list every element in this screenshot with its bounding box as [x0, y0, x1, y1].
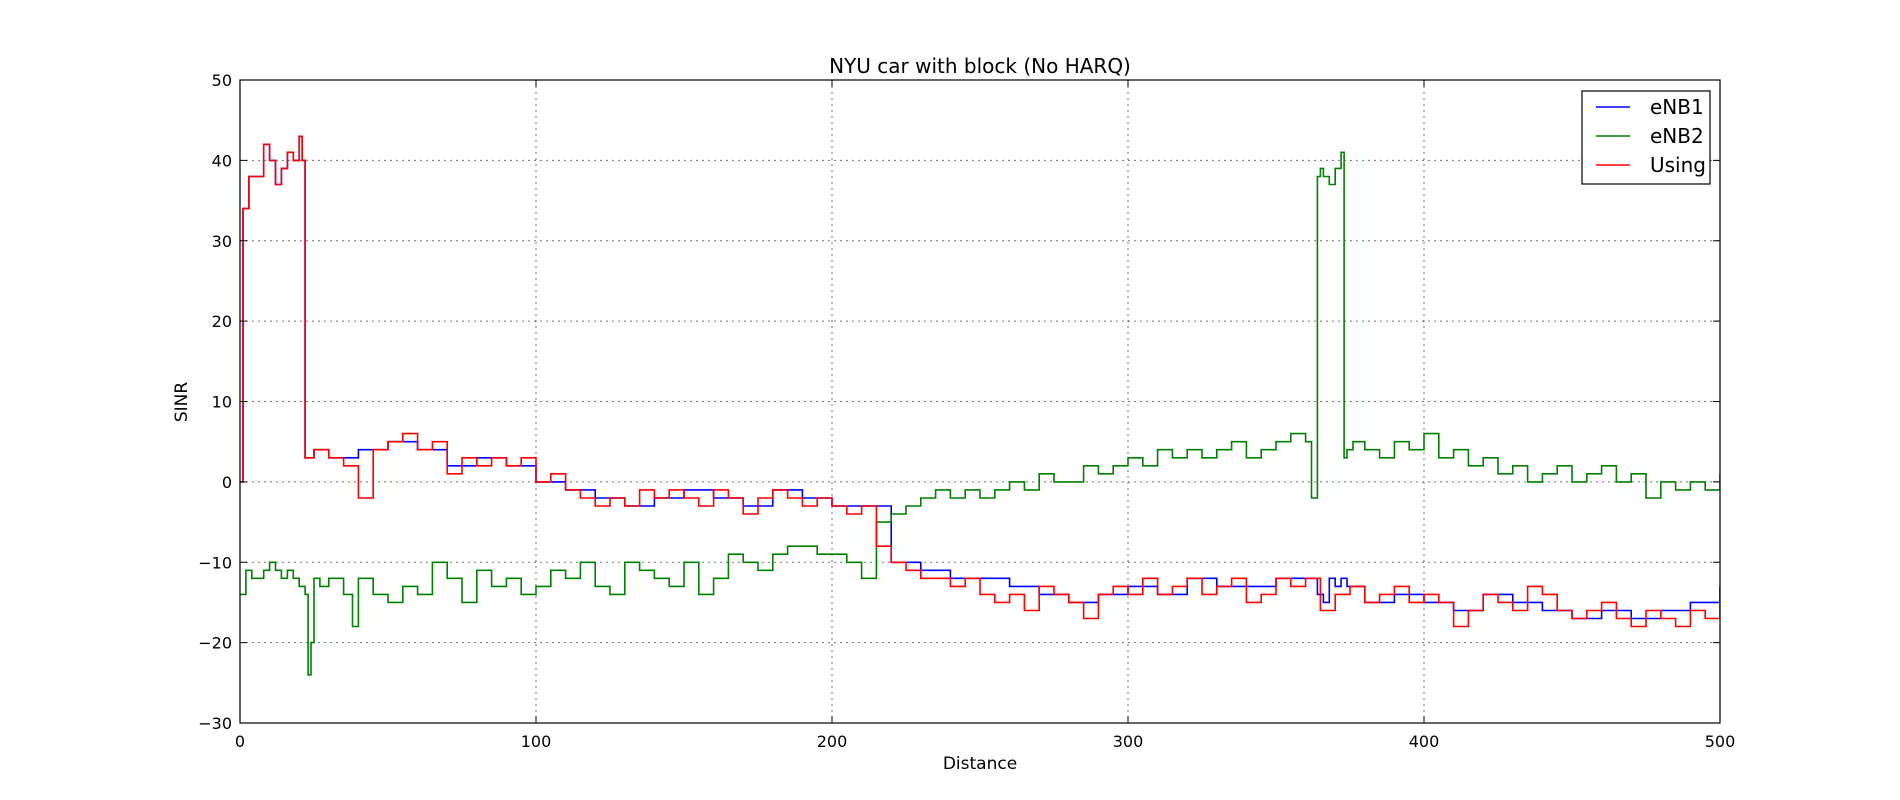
x-tick-label: 400	[1409, 732, 1440, 751]
y-tick-label: 40	[212, 151, 232, 170]
x-tick-label: 300	[1113, 732, 1144, 751]
y-tick-label: −20	[198, 634, 232, 653]
grid-lines	[240, 80, 1720, 723]
y-tick-label: −10	[198, 553, 232, 572]
chart-title: NYU car with block (No HARQ)	[829, 54, 1131, 78]
x-tick-label: 200	[817, 732, 848, 751]
series-line-enb2	[240, 151, 1720, 676]
legend-label-enb1: eNB1	[1650, 95, 1704, 119]
y-tick-label: −30	[198, 714, 232, 733]
y-tick-label: 10	[212, 393, 232, 412]
y-tick-label: 20	[212, 312, 232, 331]
x-tick-label: 100	[521, 732, 552, 751]
x-tick-label: 0	[235, 732, 245, 751]
series-line-using	[240, 135, 1720, 628]
legend: eNB1 eNB2 Using	[1581, 90, 1711, 185]
series-lines	[240, 135, 1720, 676]
y-tick-label: 0	[222, 473, 232, 492]
legend-label-enb2: eNB2	[1650, 124, 1704, 148]
y-axis-label: SINR	[172, 382, 192, 423]
x-axis-label: Distance	[943, 754, 1017, 774]
y-tick-label: 30	[212, 232, 232, 251]
axis-ticks: 0 100 200 300 400 500 −30 −20 −10 0 10 20 30 40 50	[198, 71, 1735, 751]
x-tick-label: 500	[1705, 732, 1736, 751]
y-tick-label: 50	[212, 71, 232, 90]
legend-label-using: Using	[1650, 153, 1706, 177]
